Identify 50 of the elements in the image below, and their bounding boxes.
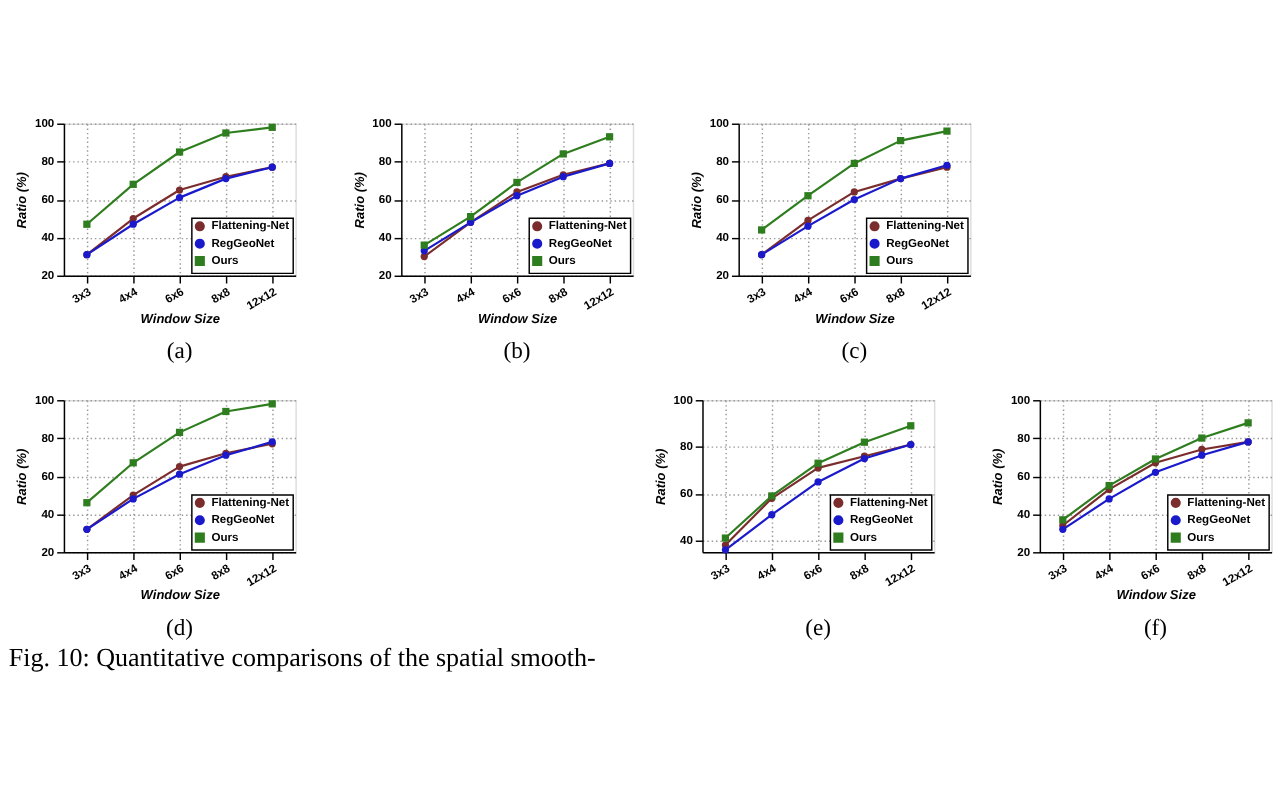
text: (b) (503, 338, 531, 365)
text: (c) (841, 338, 868, 365)
point (129, 180, 137, 188)
point (1105, 495, 1113, 503)
point (129, 459, 137, 467)
caption: Fig. 10: Quantitative comparisons of the spatial smooth- (8, 642, 596, 673)
point (1244, 419, 1252, 427)
point (850, 195, 858, 204)
point (860, 438, 869, 446)
text: (a) (166, 338, 193, 365)
point (559, 150, 567, 158)
point (83, 220, 91, 228)
point (268, 400, 276, 408)
point (513, 178, 521, 187)
point (850, 159, 858, 168)
point (814, 459, 822, 467)
point (1198, 451, 1206, 459)
point (758, 226, 766, 234)
point (420, 252, 428, 261)
point (1198, 434, 1206, 442)
point (268, 123, 276, 131)
point (804, 222, 812, 230)
point (814, 478, 822, 486)
point (907, 422, 915, 430)
point (897, 136, 905, 145)
point (222, 407, 230, 416)
point (721, 546, 730, 554)
text: (d) (166, 614, 194, 641)
point (175, 194, 184, 202)
point (129, 214, 137, 223)
point (129, 220, 137, 228)
point (1198, 445, 1206, 454)
point (721, 534, 730, 542)
point (804, 192, 812, 200)
point (768, 511, 776, 519)
text: (f) (1143, 614, 1168, 641)
point (175, 186, 184, 194)
point (175, 148, 184, 156)
point (850, 188, 858, 196)
point (605, 133, 614, 141)
point (83, 499, 91, 507)
point (175, 428, 184, 436)
point (943, 127, 951, 135)
point (804, 216, 812, 225)
point (466, 213, 475, 221)
point (175, 462, 184, 471)
point (175, 470, 184, 478)
point (1151, 468, 1160, 476)
point (222, 129, 230, 137)
text: (e) (805, 614, 832, 641)
